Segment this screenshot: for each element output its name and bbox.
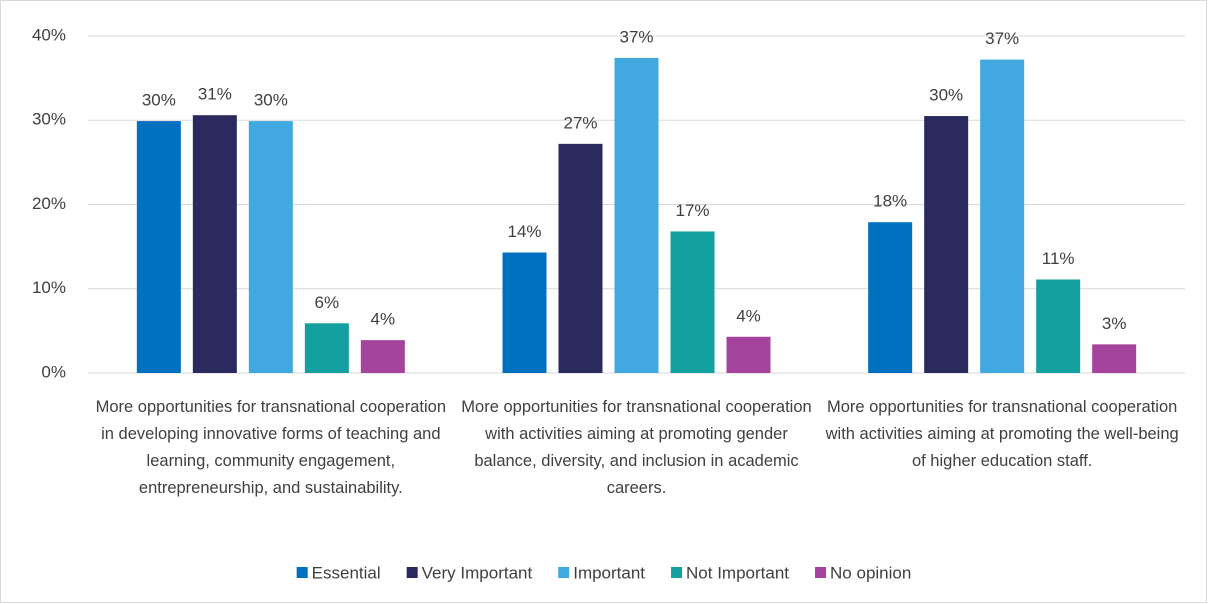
x-tick-label: More opportunities for transnational coo…: [461, 398, 812, 497]
y-tick-label: 20%: [32, 194, 66, 213]
bar: [192, 115, 237, 373]
y-tick-label: 30%: [32, 110, 66, 129]
data-label: 11%: [1042, 249, 1075, 268]
data-label: 27%: [563, 113, 597, 132]
bar: [670, 231, 715, 373]
data-label: 3%: [1102, 314, 1127, 333]
legend-label: Not Important: [686, 563, 789, 582]
bar: [502, 252, 547, 373]
legend-label: Important: [573, 563, 645, 582]
bar: [1036, 279, 1081, 373]
y-tick-label: 10%: [32, 278, 66, 297]
data-label: 4%: [371, 310, 396, 329]
bar: [304, 323, 349, 373]
bar: [248, 121, 293, 373]
legend-swatch: [671, 567, 683, 578]
legend-swatch: [296, 567, 308, 578]
legend-swatch: [406, 567, 418, 578]
bar: [1092, 344, 1137, 373]
bar: [980, 59, 1025, 374]
y-tick-label: 40%: [32, 25, 66, 44]
data-label: 30%: [142, 91, 176, 110]
data-label: 30%: [254, 91, 288, 110]
data-label: 30%: [929, 86, 963, 105]
bar: [360, 340, 405, 373]
legend-swatch: [815, 567, 827, 578]
bar: [868, 222, 913, 373]
data-label: 31%: [198, 85, 232, 104]
bar: [614, 57, 659, 373]
data-label: 6%: [315, 293, 340, 312]
y-tick-label: 0%: [41, 362, 66, 381]
data-label: 17%: [675, 201, 709, 220]
data-label: 37%: [985, 29, 1019, 48]
data-label: 37%: [619, 27, 653, 46]
data-label: 14%: [507, 222, 541, 241]
legend-label: Very Important: [422, 563, 533, 582]
data-label: 18%: [873, 192, 907, 211]
legend-swatch: [558, 567, 570, 578]
bar: [136, 121, 181, 373]
legend-label: No opinion: [830, 563, 911, 582]
bar: [558, 143, 603, 373]
bar: [924, 116, 969, 373]
bar: [726, 336, 771, 373]
x-tick-label: More opportunities for transnational coo…: [95, 398, 447, 497]
data-label: 4%: [736, 306, 761, 325]
legend-label: Essential: [312, 563, 381, 582]
x-tick-label: More opportunities for transnational coo…: [825, 398, 1179, 470]
